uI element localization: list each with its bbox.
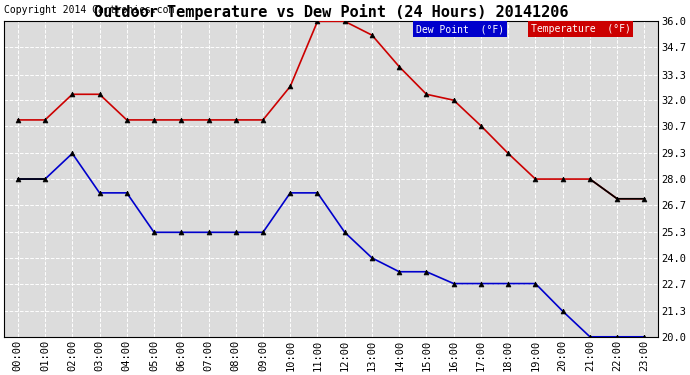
Text: Copyright 2014 Cartronics.com: Copyright 2014 Cartronics.com — [4, 5, 175, 15]
Title: Outdoor Temperature vs Dew Point (24 Hours) 20141206: Outdoor Temperature vs Dew Point (24 Hou… — [94, 4, 569, 20]
Text: Temperature  (°F): Temperature (°F) — [531, 24, 631, 34]
Text: Dew Point  (°F): Dew Point (°F) — [416, 24, 504, 34]
